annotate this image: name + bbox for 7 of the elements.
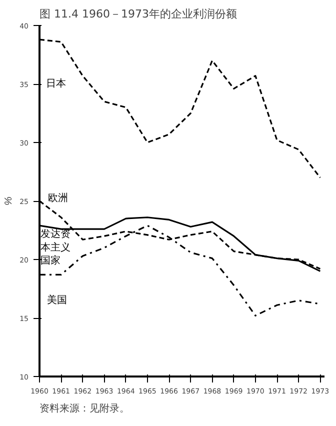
text: 美国: [47, 294, 68, 306]
series-label: 发达资本主义国家: [40, 228, 71, 266]
series-label: 欧洲: [48, 192, 68, 204]
y-axis-title: %: [4, 196, 15, 206]
series-label: 日本: [46, 78, 66, 90]
chart-title: 图 11.4 1960－1973年的企业利润份额: [40, 8, 237, 20]
text: 资料来源：见附录。: [40, 402, 130, 414]
